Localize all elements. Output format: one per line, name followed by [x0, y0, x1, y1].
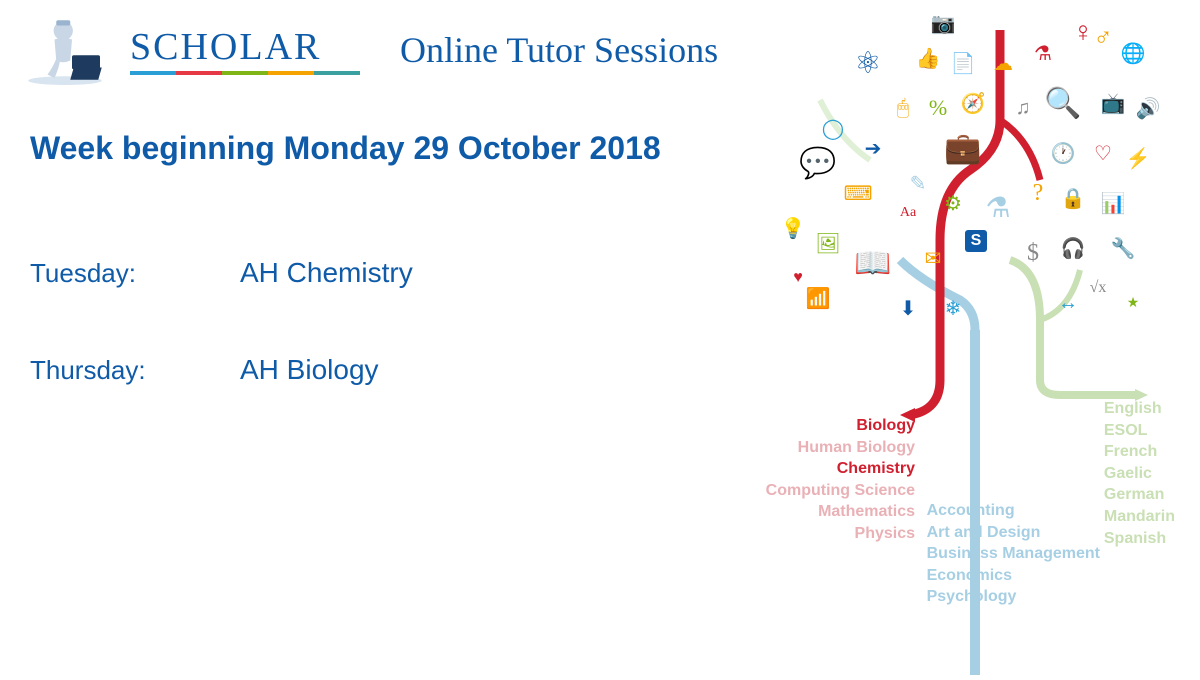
subject-label: Spanish: [1104, 528, 1175, 550]
decorative-icon: 🖱: [890, 95, 916, 121]
decorative-icon: 👍: [915, 45, 941, 71]
decorative-icon: 💡: [780, 215, 806, 241]
page-subtitle: Online Tutor Sessions: [400, 29, 718, 71]
decorative-icon: 🖼: [815, 230, 841, 256]
subject-label: Computing Science: [766, 480, 915, 502]
subjects-sciences: BiologyHuman BiologyChemistryComputing S…: [766, 415, 915, 545]
subject-label: English: [1104, 398, 1175, 420]
session-topic: AH Chemistry: [240, 257, 413, 289]
decorative-icon: ?: [1025, 180, 1051, 206]
brand-name: SCHOLAR: [130, 25, 360, 69]
decorative-icon: ♫: [1010, 95, 1036, 121]
decorative-icon: ◯: [820, 115, 846, 141]
decorative-icon: ⌨: [845, 180, 871, 206]
decorative-icon: %: [925, 95, 951, 121]
decorative-icon: ⚛: [855, 50, 881, 76]
decorative-icon: ⚗: [1030, 40, 1056, 66]
decorative-icon: 📖: [860, 250, 886, 276]
subject-label: Psychology: [927, 586, 1100, 608]
decorative-icon: 📊: [1100, 190, 1126, 216]
icon-cloud: 📷♀♂🌐⚛👍📄☁⚗🧭♫🔍📺🔊🖱%◯💬➔💼🕐♡⚡✎⌨Aa⚙⚗?🔒📊💡🖼📖✉S$🎧🔧…: [750, 5, 1170, 335]
session-topic: AH Biology: [240, 354, 379, 386]
decorative-icon: ➔: [860, 135, 886, 161]
decorative-icon: 🔒: [1060, 185, 1086, 211]
subject-label: Human Biology: [766, 437, 915, 459]
brand-block: SCHOLAR: [130, 25, 360, 75]
decorative-icon: 💼: [950, 135, 976, 161]
subject-label: Mathematics: [766, 501, 915, 523]
subject-label: Business Management: [927, 543, 1100, 565]
decorative-icon: ⚙: [940, 190, 966, 216]
decorative-icon: 🕐: [1050, 140, 1076, 166]
subject-label: French: [1104, 441, 1175, 463]
subject-label: German: [1104, 484, 1175, 506]
subject-label: Economics: [927, 565, 1100, 587]
decorative-icon: ♡: [1090, 140, 1116, 166]
decorative-icon: 🔊: [1135, 95, 1161, 121]
decorative-icon: √x: [1085, 275, 1111, 301]
decorative-icon: 📄: [950, 50, 976, 76]
decorative-icon: ♂: [1090, 25, 1116, 51]
scholar-logo-icon: [20, 15, 110, 85]
session-day: Thursday:: [30, 355, 240, 386]
decorative-icon: 🔧: [1110, 235, 1136, 261]
decorative-icon: 🧭: [960, 90, 986, 116]
decorative-icon: 🌐: [1120, 40, 1146, 66]
decorative-icon: 🔍: [1050, 90, 1076, 116]
decorative-icon: Aa: [895, 200, 921, 226]
rainbow-bar: [130, 71, 360, 75]
session-day: Tuesday:: [30, 258, 240, 289]
decorative-icon: ★: [1120, 290, 1146, 316]
subject-label: Physics: [766, 523, 915, 545]
decorative-icon: ✉: [920, 245, 946, 271]
decorative-icon: 📷: [930, 10, 956, 36]
decorative-icon: 💬: [805, 150, 831, 176]
decorative-icon: ⬇: [895, 295, 921, 321]
decorative-icon: ⚡: [1125, 145, 1151, 171]
decorative-icon: ❄: [940, 295, 966, 321]
decorative-icon: ↔: [1055, 290, 1081, 316]
decorative-icon: $: [1020, 240, 1046, 266]
decorative-icon: S: [965, 230, 987, 252]
subject-label: Gaelic: [1104, 463, 1175, 485]
decorative-icon: 🎧: [1060, 235, 1086, 261]
decorative-icon: ✎: [905, 170, 931, 196]
subject-label: Art and Design: [927, 522, 1100, 544]
decorative-icon: 📶: [805, 285, 831, 311]
subjects-languages: EnglishESOLFrenchGaelicGermanMandarinSpa…: [1104, 398, 1175, 549]
subject-label: Mandarin: [1104, 506, 1175, 528]
subjects-business: AccountingArt and DesignBusiness Managem…: [927, 500, 1100, 608]
subject-label: Chemistry: [766, 458, 915, 480]
decorative-icon: ⚗: [985, 195, 1011, 221]
subject-label: ESOL: [1104, 420, 1175, 442]
subject-label: Biology: [766, 415, 915, 437]
subject-label: Accounting: [927, 500, 1100, 522]
decorative-icon: ☁: [990, 50, 1016, 76]
decorative-icon: 📺: [1100, 90, 1126, 116]
